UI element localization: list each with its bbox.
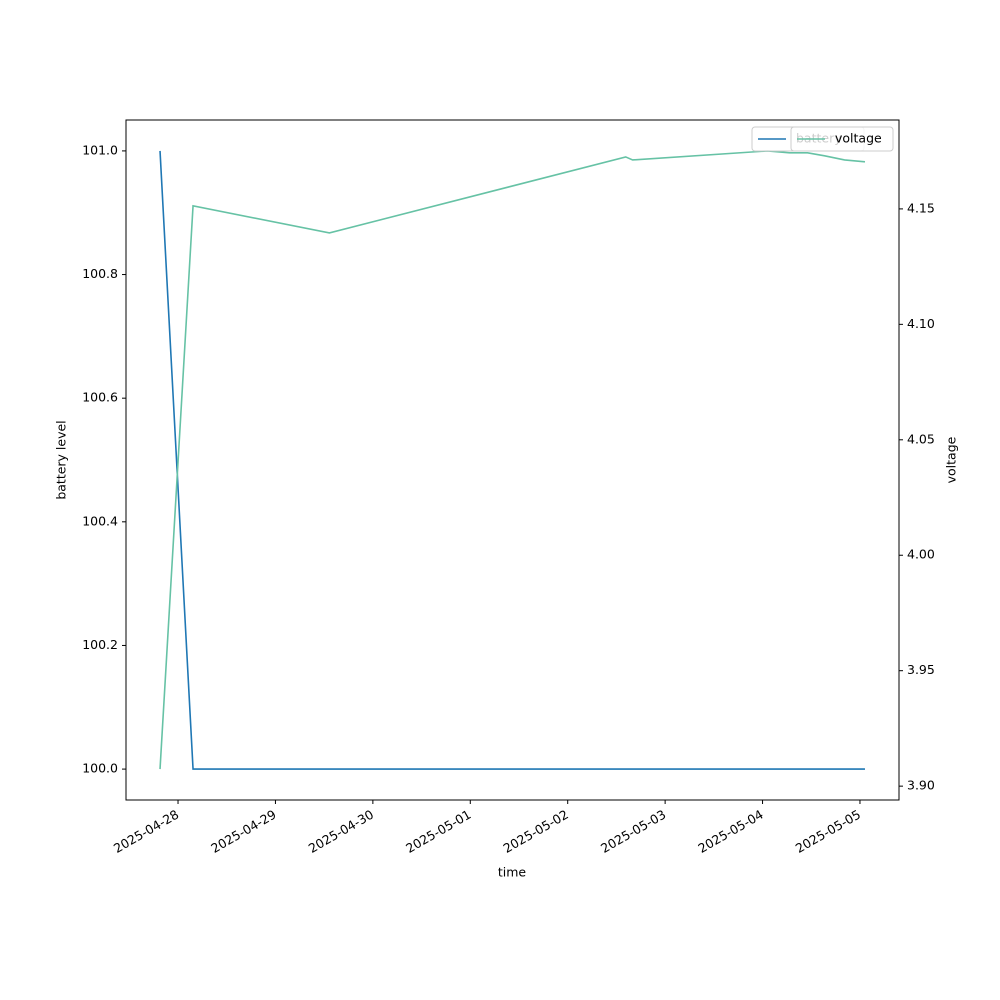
y-tick-label: 101.0 xyxy=(82,142,118,157)
y-tick-label: 100.6 xyxy=(82,390,118,405)
y2-tick-label: 3.90 xyxy=(907,778,935,793)
x-tick-label: 2025-04-28 xyxy=(111,807,181,856)
x-tick-label: 2025-05-02 xyxy=(501,807,571,856)
y2-tick-label: 4.05 xyxy=(907,431,935,446)
line-series xyxy=(159,150,866,770)
y-tick-label: 100.4 xyxy=(82,513,118,528)
y-tick-label: 100.0 xyxy=(82,761,118,776)
legend-label: voltage xyxy=(835,131,882,146)
y-tick-label: 100.8 xyxy=(82,266,118,281)
y-tick-label: 100.2 xyxy=(82,637,118,652)
line-series xyxy=(159,150,865,770)
x-tick-label: 2025-04-29 xyxy=(208,807,278,856)
x-tick-label: 2025-05-01 xyxy=(403,807,473,856)
x-tick-label: 2025-04-30 xyxy=(306,807,376,856)
y-axis-label: battery level xyxy=(54,420,69,499)
x-tick-label: 2025-05-03 xyxy=(598,807,668,856)
x-tick-label: 2025-05-05 xyxy=(793,807,863,856)
y2-tick-label: 3.95 xyxy=(907,662,935,677)
x-axis-label: time xyxy=(498,865,527,880)
legend-box xyxy=(790,126,894,152)
x-tick-label: 2025-05-04 xyxy=(695,807,765,856)
y2-axis-label: voltage xyxy=(944,436,959,483)
y2-tick-label: 4.10 xyxy=(907,316,935,331)
y2-tick-label: 4.00 xyxy=(907,547,935,562)
plot-frame xyxy=(125,119,900,801)
y2-tick-label: 4.15 xyxy=(907,200,935,215)
